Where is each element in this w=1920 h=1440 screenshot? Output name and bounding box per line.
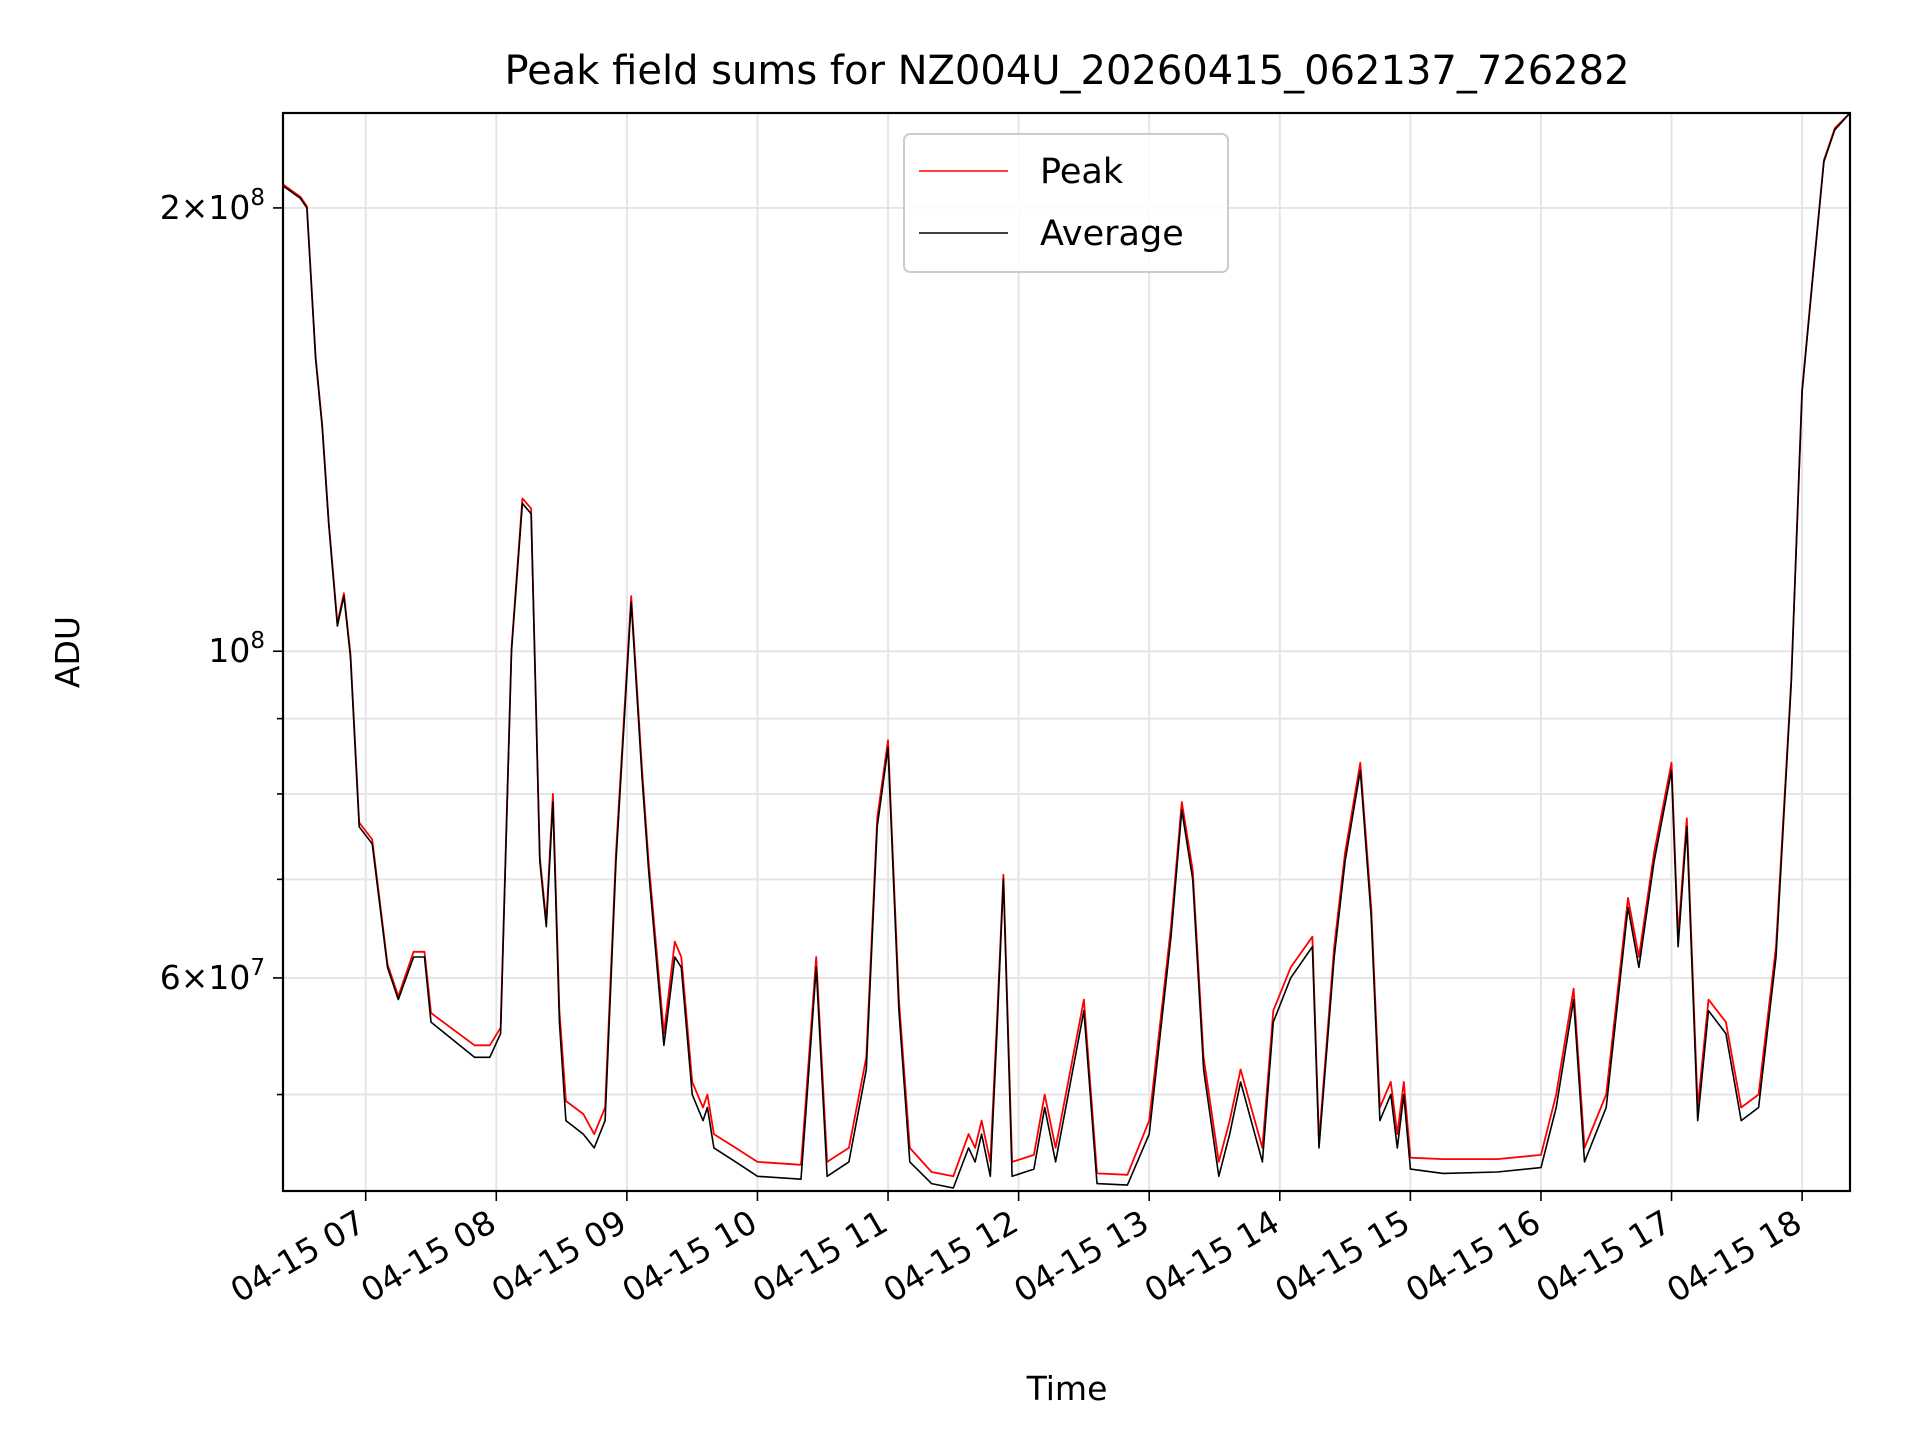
y-tick-label: 6×107 [160, 955, 265, 997]
series-layer [282, 112, 1851, 1189]
grid-layer [283, 113, 1850, 1191]
legend: Peak Average [903, 133, 1229, 273]
y-axis-title: ADU [48, 616, 87, 688]
chart-title: Peak field sums for NZ004U_20260415_0621… [504, 48, 1629, 94]
y-tick-label: 108 [208, 628, 265, 670]
legend-label-peak: Peak [1040, 152, 1124, 192]
series-line-average [282, 112, 1851, 1189]
y-axis-ticks: 2×108 108 6×107 [160, 185, 283, 1096]
legend-box [903, 133, 1229, 273]
x-axis-title: Time [1026, 1369, 1108, 1408]
legend-label-average: Average [1040, 214, 1184, 254]
y-tick-label: 2×108 [160, 185, 265, 227]
